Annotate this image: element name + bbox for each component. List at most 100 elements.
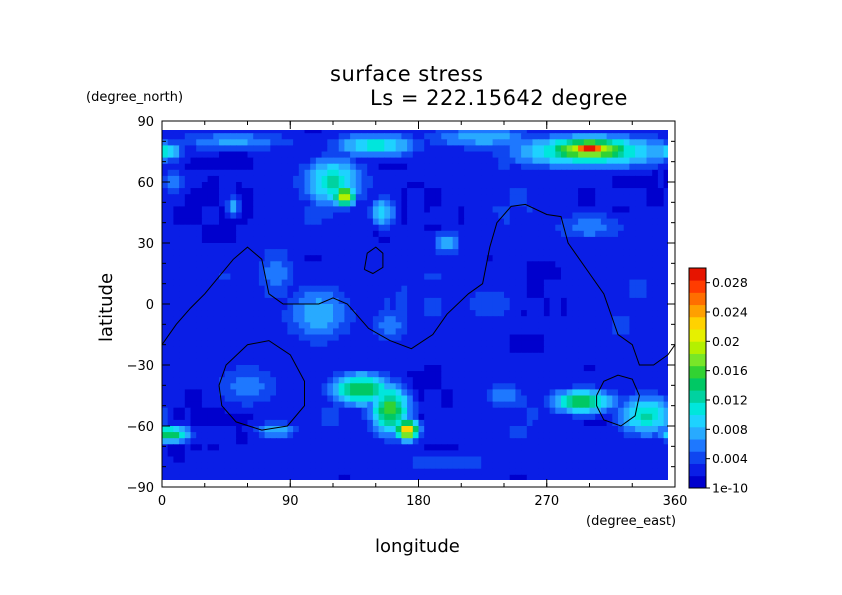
field-cell — [167, 310, 174, 317]
field-cell — [298, 413, 306, 421]
field-cell — [595, 285, 602, 293]
field-cell — [207, 444, 214, 451]
field-cell — [293, 419, 300, 427]
field-cell — [532, 322, 539, 329]
field-cell — [213, 365, 220, 372]
field-cell — [281, 188, 288, 195]
field-cell — [657, 163, 665, 171]
field-cell — [464, 310, 471, 317]
field-cell — [173, 377, 180, 384]
field-cell — [538, 212, 545, 220]
field-cell — [583, 163, 591, 171]
field-cell — [201, 322, 209, 329]
field-cell — [646, 419, 653, 427]
field-cell — [281, 310, 288, 317]
field-cell — [441, 407, 448, 415]
field-cell — [168, 121, 174, 128]
field-cell — [640, 243, 648, 250]
field-cell — [350, 340, 357, 348]
field-cell — [247, 255, 254, 262]
field-cell — [486, 395, 494, 403]
field-cell — [196, 285, 203, 293]
field-cell — [201, 395, 209, 403]
field-cell — [247, 352, 254, 360]
field-cell — [652, 169, 659, 177]
field-cell — [595, 169, 602, 177]
field-cell — [395, 456, 402, 464]
field-cell — [504, 182, 511, 189]
field-cell — [606, 444, 613, 451]
field-cell — [498, 328, 505, 336]
field-cell — [287, 389, 294, 397]
field-cell — [310, 377, 317, 384]
field-cell — [304, 334, 311, 342]
field-cell — [401, 383, 408, 390]
field-cell — [207, 151, 214, 159]
field-cell — [572, 389, 579, 397]
field-cell — [492, 371, 499, 378]
field-cell — [201, 194, 209, 201]
field-cell — [623, 194, 630, 201]
field-cell — [304, 413, 311, 421]
field-cell — [526, 413, 534, 421]
field-cell — [287, 200, 294, 207]
field-cell — [384, 121, 390, 128]
field-cell — [213, 346, 220, 354]
field-cell — [486, 261, 494, 268]
field-cell — [304, 426, 311, 433]
field-cell — [224, 212, 231, 220]
field-cell — [173, 261, 180, 268]
field-cell — [293, 334, 300, 342]
field-cell — [201, 401, 209, 409]
field-cell — [367, 182, 374, 189]
field-cell — [663, 340, 668, 348]
field-cell — [270, 346, 277, 354]
field-cell — [532, 145, 539, 153]
field-cell — [378, 419, 385, 427]
field-cell — [509, 371, 516, 378]
field-cell — [344, 395, 351, 403]
field-cell — [498, 365, 505, 372]
field-cell — [201, 169, 209, 177]
field-cell — [618, 243, 625, 250]
field-cell — [367, 194, 374, 201]
field-cell — [640, 432, 648, 439]
field-cell — [304, 297, 311, 305]
field-cell — [219, 450, 226, 458]
field-cell — [201, 419, 209, 427]
field-cell — [304, 230, 311, 238]
field-cell — [606, 352, 613, 360]
field-cell — [372, 383, 380, 390]
field-cell — [623, 371, 630, 378]
field-cell — [441, 163, 448, 171]
field-cell — [264, 224, 271, 232]
field-cell — [623, 346, 630, 354]
field-cell — [549, 133, 556, 140]
field-cell — [572, 426, 579, 433]
field-cell — [184, 395, 192, 403]
field-cell — [492, 255, 499, 262]
field-cell — [424, 133, 431, 140]
field-cell — [190, 328, 197, 336]
field-cell — [629, 285, 636, 293]
field-cell — [241, 151, 249, 159]
field-cell — [407, 358, 414, 366]
field-cell — [167, 206, 174, 214]
field-cell — [167, 304, 174, 311]
field-cell — [652, 194, 659, 201]
field-cell — [509, 389, 516, 397]
field-cell — [401, 200, 408, 207]
field-cell — [418, 456, 425, 464]
field-cell — [327, 334, 334, 342]
field-cell — [338, 267, 345, 275]
field-cell — [663, 377, 668, 384]
field-cell — [350, 346, 357, 354]
field-cell — [367, 432, 374, 439]
field-cell — [338, 206, 345, 214]
field-cell — [549, 200, 556, 207]
field-cell — [555, 322, 562, 329]
field-cell — [184, 383, 192, 390]
field-cell — [566, 297, 573, 305]
field-cell — [367, 249, 374, 256]
field-cell — [543, 389, 551, 397]
